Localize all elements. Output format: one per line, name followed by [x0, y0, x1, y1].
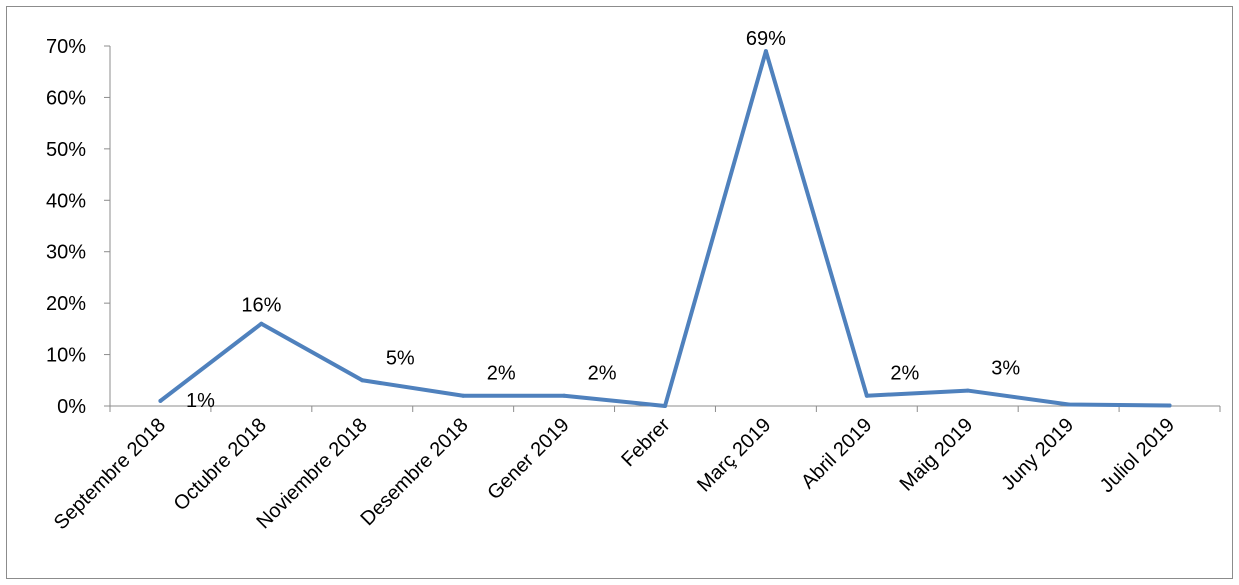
data-point: [763, 49, 768, 54]
y-tick-label: 30%: [46, 242, 86, 264]
y-tick-label: 20%: [46, 293, 86, 315]
data-label: 2%: [487, 363, 516, 385]
series-line: [158, 49, 1172, 408]
data-point: [663, 404, 667, 408]
x-tick-label: Maig 2019: [896, 414, 978, 496]
x-tick-label: Octubre 2018: [170, 414, 271, 515]
data-label: 5%: [386, 347, 415, 369]
data-point: [965, 388, 970, 393]
data-point: [562, 393, 567, 398]
data-label: 16%: [241, 295, 281, 317]
y-tick-label: 10%: [46, 345, 86, 367]
x-tick-label: Febrer: [617, 414, 674, 471]
data-label: 2%: [890, 363, 919, 385]
y-tick-label: 50%: [46, 139, 86, 161]
data-label: 1%: [186, 390, 215, 412]
data-point: [461, 393, 466, 398]
x-tick-label: Juliol 2019: [1096, 414, 1179, 497]
y-tick-label: 60%: [46, 87, 86, 109]
y-tick-label: 40%: [46, 190, 86, 212]
x-tick-label: Desembre 2018: [357, 414, 473, 530]
y-tick-label: 0%: [57, 396, 86, 418]
x-tick-label: Març 2019: [693, 414, 775, 496]
data-point: [1167, 403, 1172, 408]
x-tick-label: Noviembre 2018: [252, 414, 371, 533]
data-point: [864, 393, 869, 398]
chart-frame: [6, 6, 1233, 579]
x-tick-label: Septembre 2018: [50, 414, 170, 534]
y-tick-label: 70%: [46, 36, 86, 58]
data-point: [360, 378, 365, 383]
data-label: 2%: [588, 363, 617, 385]
x-tick-label: Juny 2019: [997, 414, 1078, 495]
data-label: 3%: [991, 358, 1020, 380]
x-tick-label: Gener 2019: [483, 414, 573, 504]
data-point: [259, 321, 264, 326]
data-label: 69%: [746, 28, 786, 50]
x-tick-label: Abril 2019: [797, 414, 876, 493]
data-point: [1066, 402, 1071, 407]
data-point: [158, 398, 163, 403]
